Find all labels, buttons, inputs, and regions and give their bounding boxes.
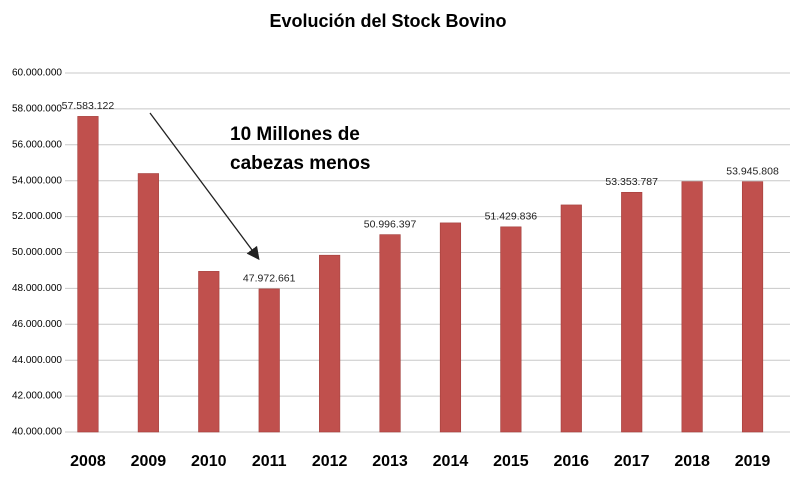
value-label: 57.583.122	[62, 100, 115, 112]
x-tick-label: 2017	[614, 453, 650, 470]
bar	[319, 254, 341, 433]
annotation: 10 Millones de	[230, 124, 360, 145]
x-tick-label: 2018	[674, 453, 710, 470]
y-tick-label: 52.000.000	[12, 211, 62, 222]
y-tick-label: 48.000.000	[12, 283, 62, 294]
y-tick-label: 44.000.000	[12, 355, 62, 366]
x-tick-label: 2012	[312, 453, 348, 470]
bar	[137, 173, 159, 433]
bar	[258, 288, 280, 433]
y-tick-label: 40.000.000	[12, 427, 62, 438]
value-label: 53.945.808	[726, 165, 779, 177]
x-tick-label: 2010	[191, 453, 227, 470]
y-tick-label: 56.000.000	[12, 139, 62, 150]
y-tick-label: 58.000.000	[12, 104, 62, 115]
y-tick-label: 50.000.000	[12, 247, 62, 258]
x-tick-label: 2009	[131, 453, 167, 470]
y-tick-label: 42.000.000	[12, 391, 62, 402]
x-tick-label: 2016	[553, 453, 589, 470]
value-label: 51.429.836	[485, 211, 538, 223]
x-tick-label: 2015	[493, 453, 529, 470]
value-label: 50.996.397	[364, 218, 417, 230]
bar	[560, 204, 582, 433]
bar	[379, 234, 401, 433]
bar	[439, 222, 462, 433]
bar	[500, 226, 522, 433]
bar	[741, 181, 764, 433]
y-tick-label: 46.000.000	[12, 319, 62, 330]
x-tick-label: 2011	[252, 453, 287, 470]
bar	[621, 191, 643, 433]
bar	[681, 181, 703, 433]
value-label: 47.972.661	[243, 273, 296, 285]
annotation: cabezas menos	[230, 153, 370, 174]
value-label: 53.353.787	[605, 176, 658, 188]
x-tick-label: 2013	[372, 453, 408, 470]
chart-title: Evolución del Stock Bovino	[269, 11, 506, 31]
bar	[77, 116, 99, 433]
annotation-arrow	[149, 112, 260, 261]
bar	[198, 271, 220, 433]
y-tick-label: 60.000.000	[12, 68, 62, 79]
x-tick-label: 2019	[735, 453, 771, 470]
x-tick-label: 2014	[433, 453, 469, 470]
y-tick-label: 54.000.000	[12, 175, 62, 186]
x-tick-label: 2008	[70, 453, 106, 470]
